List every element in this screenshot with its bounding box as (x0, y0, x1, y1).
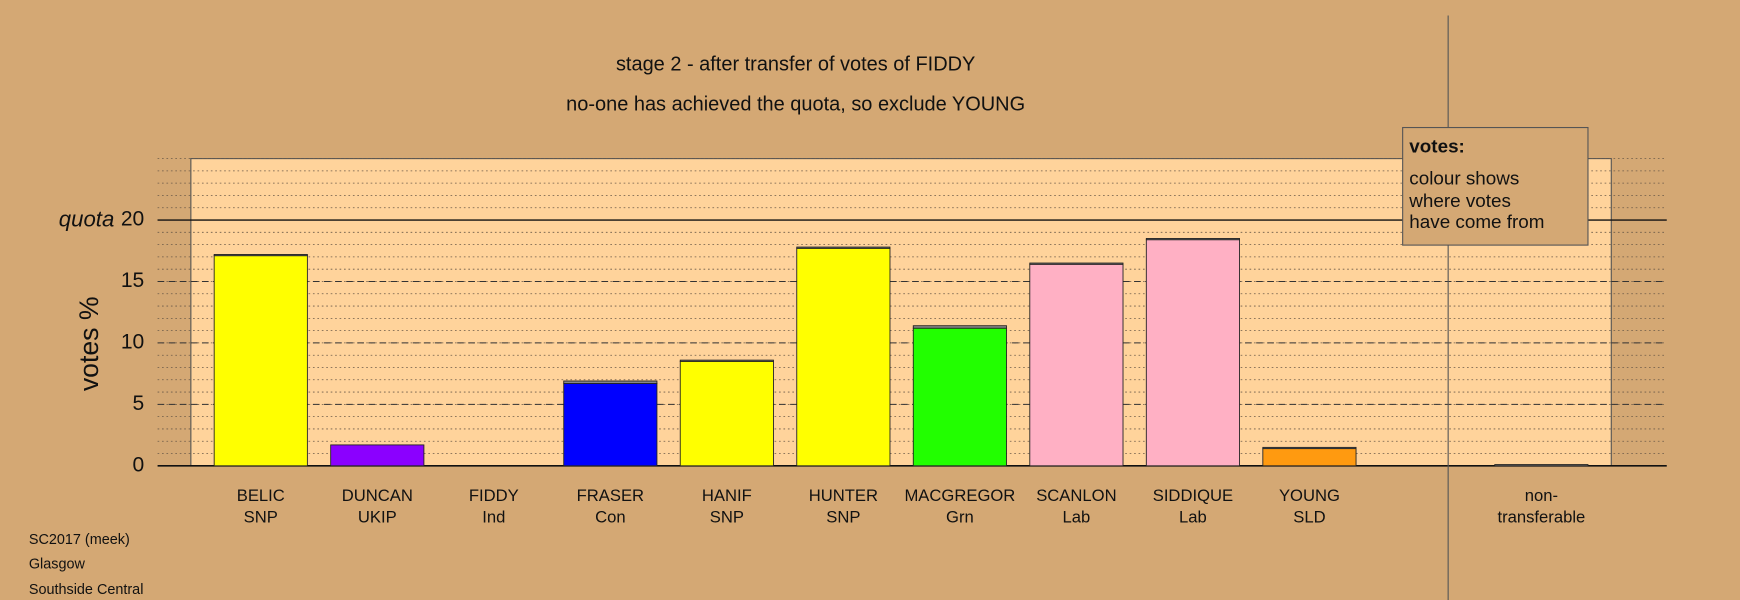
x-tick-sublabel: Con (595, 507, 626, 526)
footer-text: Southside Central (29, 582, 144, 598)
x-tick-sublabel: Ind (482, 507, 505, 526)
bar (213, 255, 308, 467)
bar-transfer (213, 254, 308, 257)
y-tick-label: 5 (133, 392, 145, 415)
legend-title: votes: (1409, 135, 1465, 156)
bar (1494, 464, 1589, 467)
bar-transfer (1262, 446, 1357, 450)
x-tick-sublabel: SNP (244, 507, 278, 526)
bar-transfer (563, 380, 658, 384)
x-tick-sublabel: UKIP (358, 507, 397, 526)
x-tick-label: SIDDIQUE (1153, 486, 1233, 505)
bar (796, 247, 891, 467)
y-tick-label: 10 (121, 330, 144, 353)
bar-transfer (1145, 238, 1240, 241)
x-tick-label: FIDDY (469, 486, 519, 505)
bar (330, 444, 425, 467)
chart-title: stage 2 - after transfer of votes of FID… (616, 54, 975, 76)
y-tick-label: 0 (133, 453, 145, 476)
bar-transfer (912, 325, 1007, 329)
footer-text: Glasgow (29, 556, 86, 572)
bar (1262, 448, 1357, 467)
bar-transfer (1029, 262, 1124, 265)
x-tick-label: non- (1525, 486, 1558, 505)
x-tick-label: YOUNG (1279, 486, 1340, 505)
x-tick-sublabel: SLD (1293, 507, 1325, 526)
x-tick-sublabel: Lab (1063, 507, 1091, 526)
legend-text: where votes (1408, 190, 1511, 211)
footer-text: SC2017 (meek) (29, 532, 130, 548)
legend-box (1402, 126, 1589, 246)
legend-text: have come from (1409, 211, 1544, 232)
y-axis-label: votes % (74, 296, 104, 391)
chart-subtitle: no-one has achieved the quota, so exclud… (566, 94, 1025, 116)
bar (1145, 239, 1240, 467)
bar (563, 383, 658, 467)
x-tick-label: DUNCAN (342, 486, 413, 505)
x-tick-sublabel: Grn (946, 507, 974, 526)
y-tick-label: 20 (121, 208, 144, 231)
legend-text: colour shows (1409, 168, 1519, 189)
x-tick-sublabel: SNP (710, 507, 744, 526)
x-tick-label: transferable (1497, 507, 1585, 526)
legend: votes: colour shows where votes have com… (1402, 126, 1589, 246)
x-tick-label: FRASER (577, 486, 644, 505)
x-tick-label: HUNTER (809, 486, 878, 505)
x-tick-sublabel: SNP (826, 507, 860, 526)
x-tick-label: MACGREGOR (904, 486, 1015, 505)
plot-area (190, 158, 1612, 467)
bar (679, 360, 774, 467)
x-tick-label: SCANLON (1036, 486, 1116, 505)
y-tick-label: 15 (121, 269, 144, 292)
x-tick-label: HANIF (702, 486, 752, 505)
bar (1029, 263, 1124, 467)
x-tick-sublabel: Lab (1179, 507, 1207, 526)
quota-label: quota (59, 207, 115, 232)
bars: BELIC SNP DUNCAN UKIP FIDDY Ind FRASER Con HANIF… (213, 238, 1589, 526)
bar-transfer (796, 246, 891, 249)
bar (912, 327, 1007, 467)
bar-transfer (679, 359, 774, 362)
x-tick-label: BELIC (237, 486, 285, 505)
